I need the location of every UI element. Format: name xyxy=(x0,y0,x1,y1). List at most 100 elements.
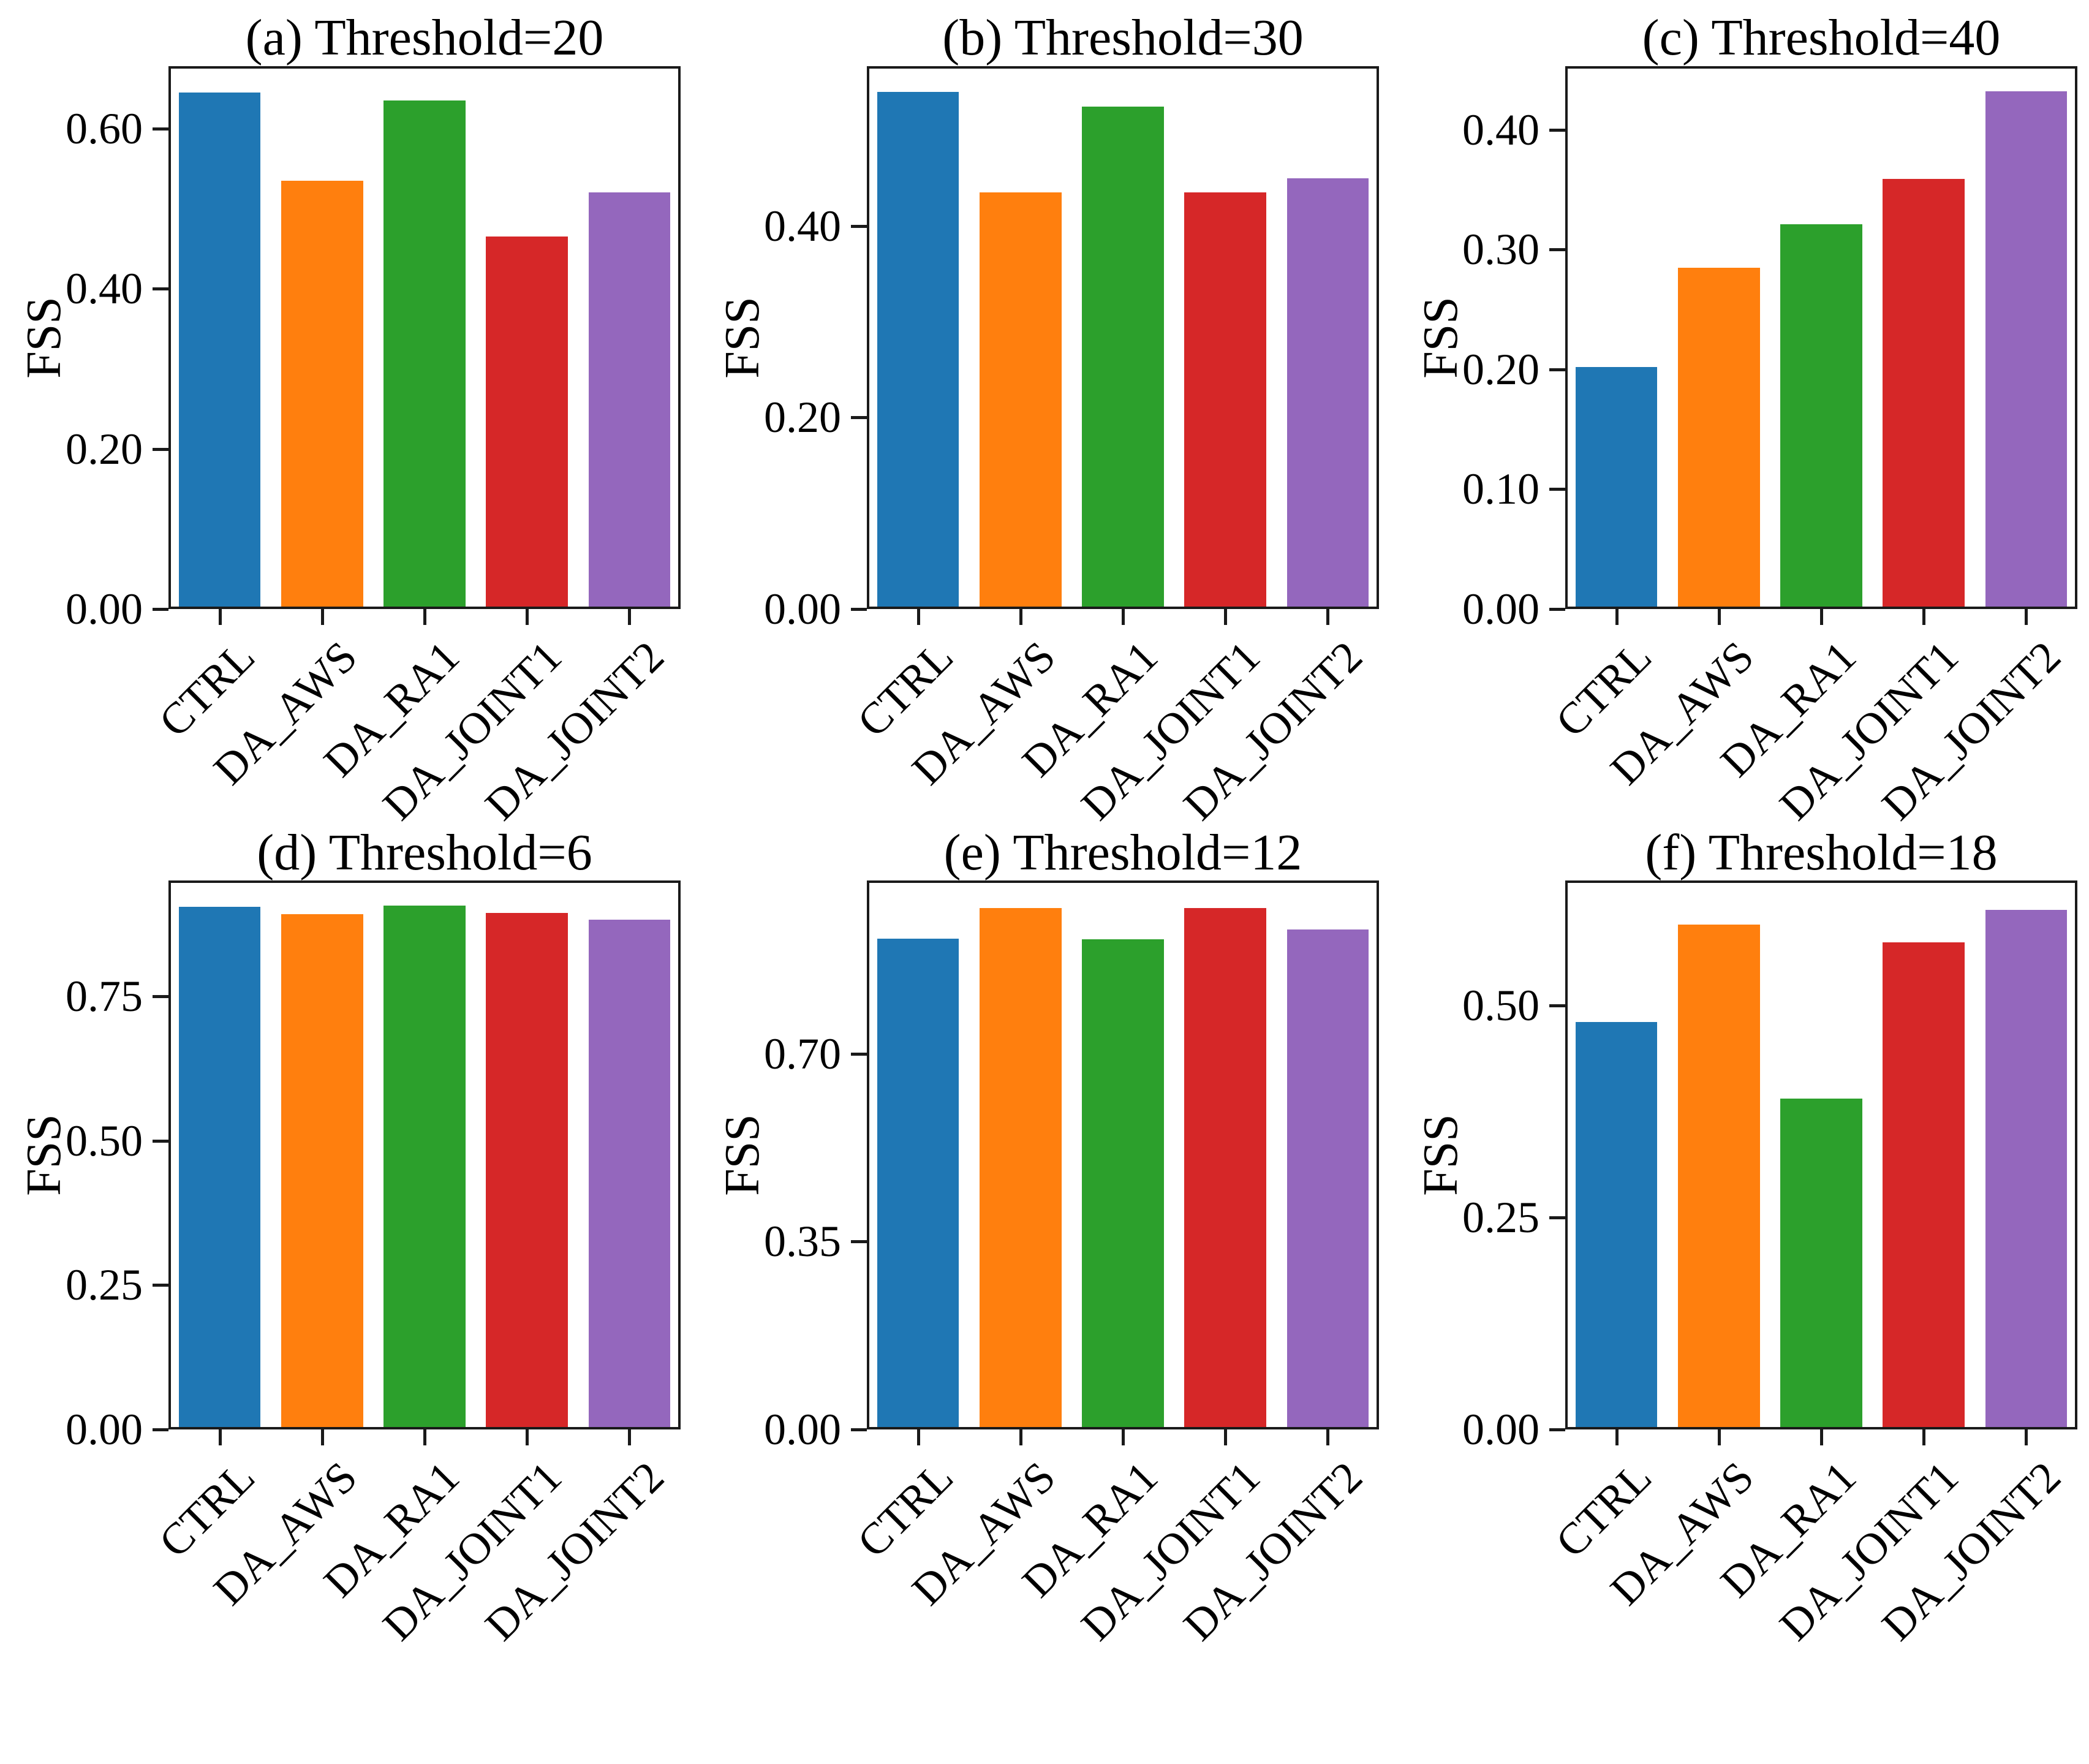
y-axis-label: FSS xyxy=(716,297,769,379)
y-tick xyxy=(153,995,168,999)
y-tick-label: 0.30 xyxy=(1462,225,1539,274)
y-tick-label: 0.25 xyxy=(66,1260,143,1310)
x-tick xyxy=(1122,609,1125,625)
x-tick xyxy=(1922,1429,1926,1445)
plot-area xyxy=(1565,66,2077,609)
bar-da_joint1 xyxy=(1184,192,1267,609)
x-tick xyxy=(1820,609,1823,625)
x-tick xyxy=(423,1429,426,1445)
y-tick xyxy=(1549,128,1565,132)
x-tick xyxy=(916,609,920,625)
x-tick xyxy=(1019,609,1022,625)
x-tick xyxy=(1224,1429,1228,1445)
bar-ctrl xyxy=(1575,1022,1658,1429)
plot-area xyxy=(867,880,1379,1429)
y-tick-label: 0.75 xyxy=(66,972,143,1021)
y-tick-label: 0.40 xyxy=(66,264,143,314)
panel-f-threshold-18: (f) Threshold=18 FSS 0.00 0.25 0.50 CTRL DA_… xyxy=(1397,815,2089,1650)
bar-da_ra1 xyxy=(383,906,466,1429)
x-tick xyxy=(1820,1429,1823,1445)
bar-ctrl xyxy=(1575,366,1658,609)
x-tick xyxy=(1615,1429,1619,1445)
plot-area xyxy=(168,66,681,609)
x-tick xyxy=(320,1429,324,1445)
y-tick xyxy=(851,1052,867,1056)
y-tick-label: 0.25 xyxy=(1462,1192,1539,1242)
y-tick-label: 0.00 xyxy=(66,1405,143,1454)
x-tick xyxy=(1019,1429,1022,1445)
x-tick xyxy=(1922,609,1926,625)
panel-title: (c) Threshold=40 xyxy=(1642,9,2001,66)
x-tick xyxy=(1122,1429,1125,1445)
panel-c-threshold-40: (c) Threshold=40 FSS 0.00 0.10 0.20 0.30 0.4… xyxy=(1397,0,2089,830)
bar-da_joint1 xyxy=(486,237,569,609)
bar-ctrl xyxy=(877,92,959,609)
y-tick-label: 0.20 xyxy=(66,424,143,474)
plot-area xyxy=(1565,880,2077,1429)
bar-ctrl xyxy=(877,938,959,1429)
bar-da_aws xyxy=(281,914,363,1429)
y-tick xyxy=(153,127,168,131)
y-tick-label: 0.50 xyxy=(66,1116,143,1165)
panel-title: (f) Threshold=18 xyxy=(1645,824,1998,881)
y-tick xyxy=(1549,368,1565,371)
bar-da_ra1 xyxy=(1082,939,1164,1429)
bar-da_aws xyxy=(1677,925,1760,1429)
bar-da_joint1 xyxy=(1883,178,1965,609)
x-tick xyxy=(1717,609,1721,625)
panel-a-threshold-20: (a) Threshold=20 FSS 0.00 0.20 0.40 0.60 CTR… xyxy=(0,0,698,830)
y-axis-label: FSS xyxy=(1414,1114,1468,1196)
x-tick xyxy=(423,609,426,625)
x-tick xyxy=(320,609,324,625)
y-tick-label: 0.10 xyxy=(1462,464,1539,514)
bar-da_aws xyxy=(979,907,1062,1429)
x-tick xyxy=(1224,609,1228,625)
x-tick xyxy=(1326,609,1330,625)
bar-da_joint1 xyxy=(1883,942,1965,1429)
x-tick xyxy=(1615,609,1619,625)
bar-da_aws xyxy=(1677,267,1760,609)
bar-da_ra1 xyxy=(383,100,466,609)
y-tick-label: 0.70 xyxy=(764,1029,841,1078)
bar-da_aws xyxy=(979,192,1062,609)
y-tick xyxy=(1549,488,1565,491)
bar-ctrl xyxy=(178,93,261,609)
y-tick-label: 0.20 xyxy=(1462,344,1539,394)
y-tick xyxy=(851,416,867,420)
y-tick xyxy=(1549,248,1565,252)
bar-da_joint2 xyxy=(588,920,671,1429)
y-tick-label: 0.50 xyxy=(1462,980,1539,1030)
plot-area xyxy=(168,880,681,1429)
x-tick xyxy=(916,1429,920,1445)
y-tick-label: 0.00 xyxy=(66,585,143,634)
x-tick xyxy=(218,1429,222,1445)
y-tick-label: 0.35 xyxy=(764,1217,841,1266)
y-tick-label: 0.00 xyxy=(1462,585,1539,634)
bar-ctrl xyxy=(178,907,261,1429)
panel-title: (d) Threshold=6 xyxy=(257,824,592,881)
y-tick-label: 0.00 xyxy=(764,1405,841,1454)
y-tick xyxy=(153,1284,168,1287)
panel-title: (a) Threshold=20 xyxy=(245,9,604,66)
y-tick xyxy=(153,1428,168,1431)
panel-title: (b) Threshold=30 xyxy=(942,9,1304,66)
x-tick xyxy=(628,609,632,625)
bar-da_ra1 xyxy=(1780,1098,1862,1429)
bar-da_joint1 xyxy=(1184,907,1267,1429)
bar-da_joint2 xyxy=(1985,91,2068,609)
y-tick-label: 0.40 xyxy=(764,201,841,251)
x-tick xyxy=(1326,1429,1330,1445)
bar-da_joint1 xyxy=(486,912,569,1429)
y-tick xyxy=(1549,1428,1565,1431)
y-tick xyxy=(153,608,168,611)
y-tick xyxy=(851,1428,867,1431)
y-tick-label: 0.00 xyxy=(1462,1405,1539,1454)
y-tick-label: 0.20 xyxy=(764,393,841,442)
panel-title: (e) Threshold=12 xyxy=(943,824,1302,881)
y-tick xyxy=(1549,1004,1565,1007)
y-tick-label: 0.00 xyxy=(764,585,841,634)
y-tick xyxy=(153,1139,168,1143)
x-tick xyxy=(1717,1429,1721,1445)
bar-da_ra1 xyxy=(1780,224,1862,609)
y-tick xyxy=(1549,608,1565,611)
